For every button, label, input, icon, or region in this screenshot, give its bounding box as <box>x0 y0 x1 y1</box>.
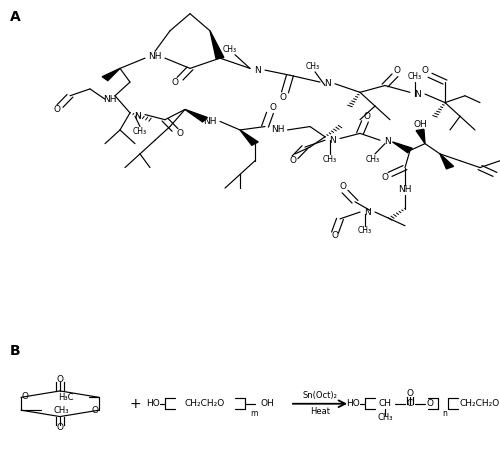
Text: m: m <box>250 408 258 418</box>
Text: O: O <box>422 66 428 75</box>
Text: OH: OH <box>413 120 427 129</box>
Text: O: O <box>332 231 338 240</box>
Text: A: A <box>10 10 21 24</box>
Polygon shape <box>185 109 208 122</box>
Text: Heat: Heat <box>310 407 330 416</box>
Text: CH₃: CH₃ <box>358 227 372 235</box>
Text: N: N <box>329 136 336 145</box>
Text: CH₂CH₂O: CH₂CH₂O <box>460 399 500 408</box>
Text: O: O <box>394 66 401 75</box>
Polygon shape <box>392 142 412 152</box>
Text: CH₃: CH₃ <box>378 413 393 422</box>
Text: CH₃: CH₃ <box>306 62 320 71</box>
Text: NH: NH <box>203 117 217 126</box>
Text: HO: HO <box>146 399 160 408</box>
Text: N: N <box>324 79 331 88</box>
Text: O: O <box>382 173 388 182</box>
Text: OH: OH <box>260 399 274 408</box>
Text: N: N <box>254 66 261 75</box>
Text: O: O <box>426 399 434 408</box>
Text: O: O <box>56 424 64 432</box>
Text: O: O <box>289 156 296 165</box>
Text: O: O <box>269 103 276 112</box>
Polygon shape <box>440 154 454 169</box>
Text: O: O <box>406 390 414 398</box>
Text: O: O <box>364 112 371 121</box>
Text: CH₂CH₂O: CH₂CH₂O <box>185 399 225 408</box>
Text: O: O <box>279 93 286 102</box>
Text: NH: NH <box>148 52 162 61</box>
Text: N: N <box>384 137 391 146</box>
Polygon shape <box>416 129 425 143</box>
Text: CH₃: CH₃ <box>223 45 237 54</box>
Text: CH₃: CH₃ <box>54 406 69 415</box>
Polygon shape <box>240 130 258 145</box>
Text: O: O <box>92 406 98 415</box>
Text: N: N <box>414 90 421 98</box>
Text: N: N <box>364 208 371 217</box>
Text: NH: NH <box>104 95 117 104</box>
Text: B: B <box>10 344 20 358</box>
Text: NH: NH <box>398 185 412 194</box>
Polygon shape <box>102 68 120 81</box>
Text: CH₃: CH₃ <box>133 127 147 136</box>
Text: C: C <box>407 399 413 408</box>
Text: O: O <box>56 375 64 384</box>
Text: Sn(Oct)₂: Sn(Oct)₂ <box>302 391 338 400</box>
Text: NH: NH <box>271 125 284 134</box>
Text: O: O <box>22 392 29 401</box>
Text: CH₃: CH₃ <box>323 154 337 163</box>
Text: CH₃: CH₃ <box>366 154 380 163</box>
Text: O: O <box>176 129 184 138</box>
Text: CH₃: CH₃ <box>408 73 422 81</box>
Text: O: O <box>172 77 178 86</box>
Text: H₃C: H₃C <box>58 393 74 402</box>
Polygon shape <box>210 31 224 59</box>
Text: CH: CH <box>378 399 392 408</box>
Text: O: O <box>54 105 61 114</box>
Text: O: O <box>339 182 346 191</box>
Text: +: + <box>129 397 141 411</box>
Text: n: n <box>442 408 448 418</box>
Text: HO: HO <box>346 399 360 408</box>
Text: N: N <box>134 112 141 121</box>
